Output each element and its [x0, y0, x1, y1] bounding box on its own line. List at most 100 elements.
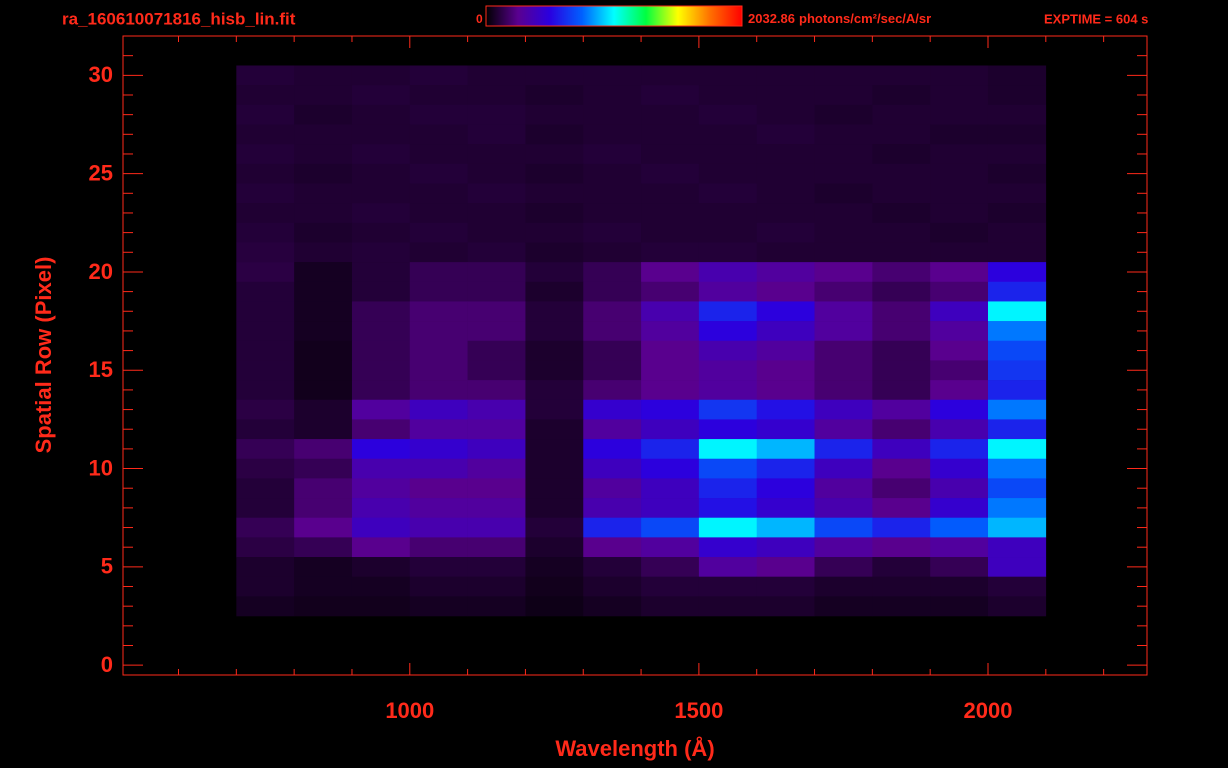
heatmap-cell	[236, 439, 295, 460]
heatmap-cell	[236, 163, 295, 184]
heatmap-cell	[467, 399, 526, 420]
heatmap-cell	[698, 498, 758, 519]
heatmap-cell	[525, 380, 584, 401]
heatmap-cell	[409, 65, 468, 86]
heatmap-cell	[698, 301, 758, 322]
heatmap-cell	[294, 262, 353, 283]
heatmap-cell	[987, 163, 1047, 184]
heatmap-cell	[525, 104, 584, 125]
heatmap-cell	[930, 281, 989, 302]
heatmap-cell	[294, 124, 353, 145]
heatmap-cell	[698, 380, 758, 401]
heatmap-cell	[814, 203, 873, 224]
heatmap-cell	[583, 340, 642, 361]
heatmap-cell	[756, 301, 815, 322]
heatmap-cell	[930, 321, 989, 342]
heatmap-cell	[351, 380, 411, 401]
heatmap-cell	[872, 65, 931, 86]
heatmap-cell	[583, 301, 642, 322]
heatmap-cell	[467, 301, 526, 322]
heatmap-cell	[641, 203, 700, 224]
heatmap-cell	[872, 281, 931, 302]
heatmap-cell	[294, 242, 353, 263]
heatmap-cell	[814, 478, 873, 499]
heatmap-cell	[872, 321, 931, 342]
heatmap-cell	[351, 478, 411, 499]
heatmap	[236, 65, 1047, 617]
heatmap-cell	[294, 104, 353, 125]
heatmap-cell	[294, 281, 353, 302]
x-tick-label: 1000	[385, 698, 434, 723]
heatmap-cell	[236, 301, 295, 322]
heatmap-cell	[698, 124, 758, 145]
heatmap-cell	[698, 85, 758, 106]
heatmap-cell	[351, 399, 411, 420]
heatmap-cell	[987, 576, 1047, 597]
heatmap-cell	[987, 262, 1047, 283]
x-axis-title: Wavelength (Å)	[555, 735, 714, 761]
heatmap-cell	[409, 537, 468, 558]
heatmap-cell	[641, 281, 700, 302]
heatmap-cell	[987, 222, 1047, 243]
heatmap-cell	[583, 281, 642, 302]
heatmap-cell	[236, 576, 295, 597]
heatmap-cell	[814, 419, 873, 440]
heatmap-cell	[641, 144, 700, 165]
heatmap-cell	[351, 242, 411, 263]
heatmap-cell	[641, 163, 700, 184]
heatmap-cell	[467, 321, 526, 342]
heatmap-cell	[641, 360, 700, 381]
heatmap-cell	[583, 321, 642, 342]
heatmap-cell	[409, 596, 468, 617]
heatmap-cell	[525, 596, 584, 617]
heatmap-cell	[930, 458, 989, 479]
heatmap-cell	[236, 517, 295, 538]
heatmap-cell	[467, 85, 526, 106]
heatmap-cell	[351, 340, 411, 361]
heatmap-cell	[409, 576, 468, 597]
heatmap-cell	[987, 144, 1047, 165]
heatmap-cell	[698, 439, 758, 460]
heatmap-cell	[698, 104, 758, 125]
colorbar-max: 2032.86 photons/cm²/sec/A/sr	[748, 11, 931, 26]
heatmap-cell	[756, 340, 815, 361]
heatmap-cell	[814, 537, 873, 558]
heatmap-cell	[525, 478, 584, 499]
heatmap-cell	[930, 360, 989, 381]
heatmap-cell	[872, 262, 931, 283]
heatmap-cell	[409, 203, 468, 224]
colorbar-min: 0	[476, 12, 483, 26]
heatmap-cell	[641, 262, 700, 283]
heatmap-cell	[987, 85, 1047, 106]
heatmap-cell	[525, 360, 584, 381]
heatmap-cell	[814, 439, 873, 460]
heatmap-cell	[409, 104, 468, 125]
heatmap-cell	[583, 242, 642, 263]
heatmap-cell	[351, 203, 411, 224]
heatmap-cell	[236, 65, 295, 86]
heatmap-cell	[236, 458, 295, 479]
heatmap-cell	[294, 183, 353, 204]
heatmap-cell	[351, 85, 411, 106]
heatmap-cell	[351, 458, 411, 479]
heatmap-cell	[294, 203, 353, 224]
heatmap-cell	[756, 281, 815, 302]
heatmap-cell	[756, 124, 815, 145]
heatmap-cell	[987, 321, 1047, 342]
heatmap-cell	[641, 557, 700, 577]
heatmap-cell	[467, 576, 526, 597]
heatmap-cell	[525, 340, 584, 361]
heatmap-cell	[525, 399, 584, 420]
heatmap-cell	[294, 517, 353, 538]
colorbar-max-value: 2032.86	[748, 11, 795, 26]
heatmap-cell	[872, 163, 931, 184]
heatmap-cell	[351, 281, 411, 302]
heatmap-cell	[814, 360, 873, 381]
heatmap-cell	[294, 360, 353, 381]
heatmap-cell	[525, 576, 584, 597]
heatmap-cell	[930, 163, 989, 184]
heatmap-cell	[351, 419, 411, 440]
y-tick-label: 25	[89, 160, 113, 185]
heatmap-cell	[583, 498, 642, 519]
